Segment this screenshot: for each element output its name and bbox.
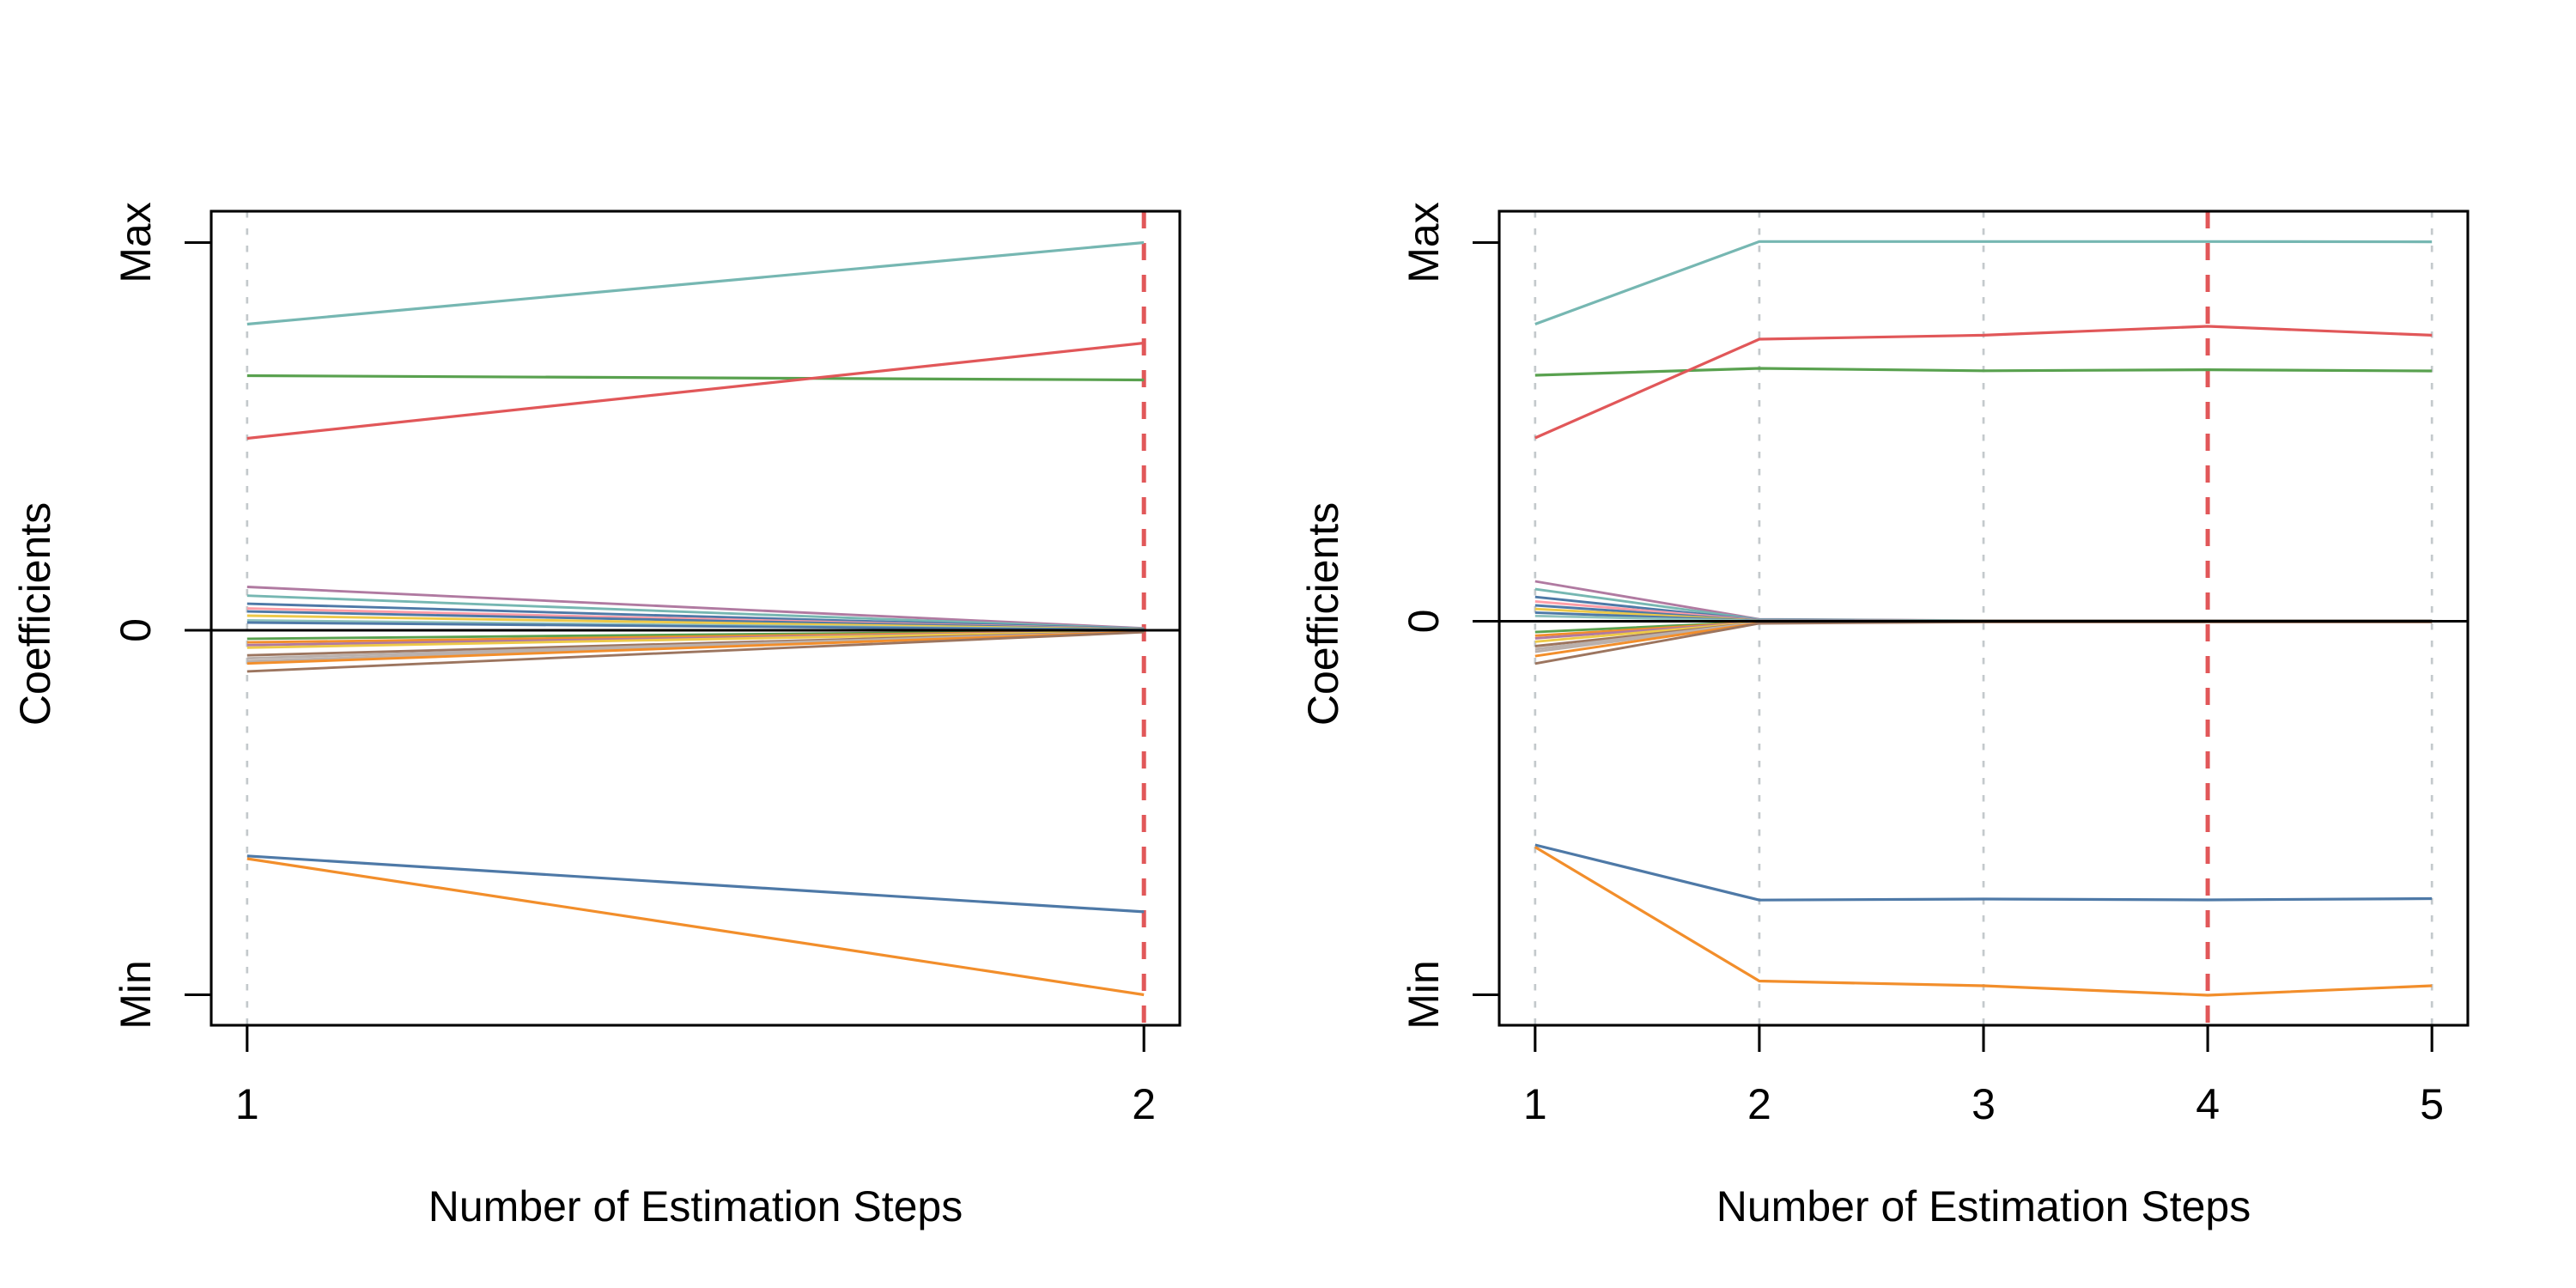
svg-text:Number of Estimation Steps: Number of Estimation Steps [1716,1182,2251,1230]
svg-text:1: 1 [1523,1080,1547,1128]
svg-text:4: 4 [2196,1080,2220,1128]
svg-text:1: 1 [235,1080,259,1128]
svg-text:Min: Min [112,960,160,1030]
svg-text:Coefficients: Coefficients [11,502,59,726]
svg-text:5: 5 [2420,1080,2444,1128]
svg-text:3: 3 [1971,1080,1996,1128]
svg-text:Max: Max [1400,202,1448,283]
svg-text:Number of Estimation Steps: Number of Estimation Steps [428,1182,963,1230]
svg-text:Max: Max [112,202,160,283]
svg-text:Min: Min [1400,960,1448,1030]
svg-text:0: 0 [1400,610,1448,634]
svg-text:0: 0 [112,618,160,642]
svg-text:Coefficients: Coefficients [1299,502,1347,726]
svg-text:2: 2 [1132,1080,1156,1128]
svg-text:2: 2 [1747,1080,1771,1128]
